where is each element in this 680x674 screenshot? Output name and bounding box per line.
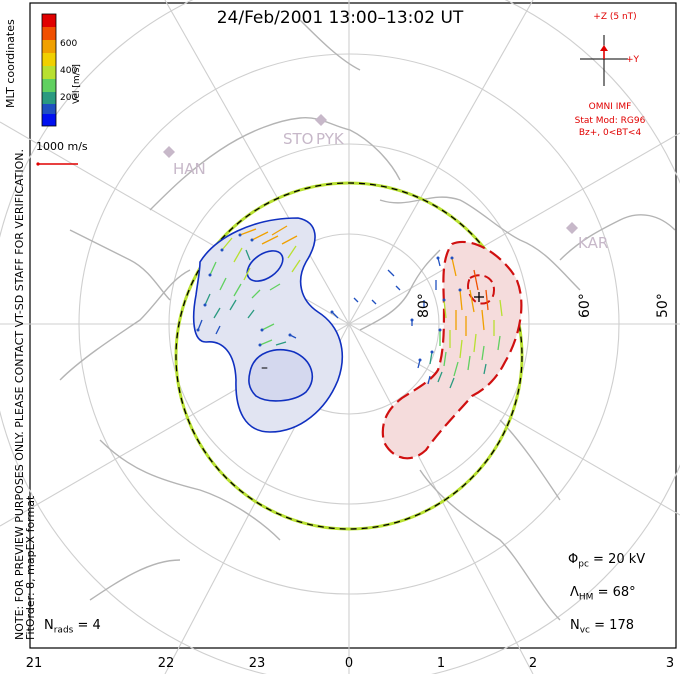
- positive-potential-marker: [474, 292, 484, 302]
- station-han-label: HAN: [173, 160, 206, 178]
- station-han-marker: [163, 146, 175, 158]
- stat-radar-count: Nrads = 4: [44, 618, 101, 636]
- map-title: 24/Feb/2001 13:00–13:02 UT: [216, 8, 464, 28]
- station-sto-label: STO: [283, 130, 314, 148]
- negative-cell-inner: [248, 348, 314, 402]
- mlt-tick-21: 21: [25, 656, 43, 671]
- imf-source: OMNI IMF: [588, 102, 632, 112]
- negative-potential-marker: –: [261, 360, 268, 376]
- velocity-vectors: [197, 225, 503, 389]
- imf-vector-head: [600, 45, 608, 51]
- colorbar-tick-200: 200: [60, 93, 78, 103]
- colorbar-tick-600: 600: [60, 39, 78, 49]
- mlt-tick-2: 2: [528, 656, 538, 671]
- imf-scale-label: +Z (5 nT): [593, 12, 637, 22]
- vector-origins: [196, 233, 462, 362]
- station-sto-marker: [315, 114, 327, 126]
- station-kar-label: KAR: [578, 234, 609, 252]
- stat-hm-latitude: ΛHM = 68°: [570, 585, 636, 603]
- stat-cross-polar-potential: Φpc = 20 kV: [568, 552, 646, 570]
- positive-cell-outer: [381, 240, 523, 460]
- hm-boundary: [175, 182, 523, 530]
- lat-label-60: 60°: [577, 293, 593, 318]
- lat-label-80: 80°: [416, 293, 432, 318]
- station-pyk-label: PYK: [316, 130, 344, 148]
- scale-vector-label: 1000 m/s: [36, 140, 88, 153]
- imf-y-label: +Y: [626, 55, 640, 65]
- positive-cell-core: [467, 274, 496, 305]
- mlt-tick-22: 22: [157, 656, 175, 671]
- negative-cell-core: [246, 250, 284, 282]
- coords-note: MLT coordinates: [4, 19, 17, 108]
- velocity-colorbar: [41, 13, 57, 127]
- station-kar-marker: [566, 222, 578, 234]
- stat-vector-count: Nvc = 178: [570, 618, 634, 636]
- lat-label-50: 50°: [655, 293, 671, 318]
- radar-station-markers: [163, 114, 578, 234]
- imf-dial: [580, 35, 628, 86]
- map-frame: [29, 2, 677, 649]
- mlt-tick-3: 3: [665, 656, 675, 671]
- colorbar-tick-400: 400: [60, 66, 78, 76]
- mlt-tick-23: 23: [248, 656, 266, 671]
- mlt-tick-1: 1: [436, 656, 446, 671]
- imf-condition: Bz+, 0<BT<4: [578, 128, 642, 138]
- fit-note: FitOrder: 8, mapEX format: [24, 495, 37, 640]
- mlt-tick-0: 0: [344, 656, 354, 671]
- coastlines: [59, 19, 676, 621]
- imf-model: Stat Mod: RG96: [574, 116, 646, 126]
